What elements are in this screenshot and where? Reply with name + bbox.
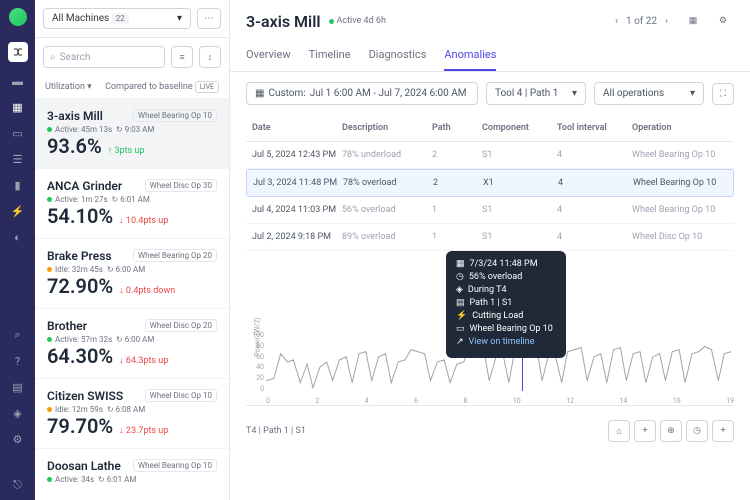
tab-timeline[interactable]: Timeline (309, 40, 351, 71)
chart-tooltip: ▦7/3/24 11:48 PM ◷56% overload ◈During T… (446, 251, 566, 358)
path-icon: ▤ (456, 298, 465, 308)
table-row[interactable]: Jul 3, 2024 11:48 PM78% overload2X14Whee… (246, 169, 734, 197)
pager: ‹ 1 of 22 › (615, 16, 668, 27)
link-icon: ↗ (456, 337, 464, 347)
nav-gear-icon[interactable]: ⚙ (11, 432, 25, 446)
nav-cube-icon[interactable]: ◈ (11, 406, 25, 420)
clock-icon: ◷ (456, 272, 464, 282)
machine-card[interactable]: Brake PressWheel Bearing Op 20 Idle: 32m… (35, 239, 229, 309)
nav-list-icon[interactable]: ☰ (11, 152, 25, 166)
machine-card[interactable]: Citizen SWISSWheel Disc Op 10 Idle: 12m … (35, 379, 229, 449)
tool-filter[interactable]: Tool 4 | Path 1▾ (486, 82, 586, 105)
shuffle-icon[interactable] (8, 42, 28, 62)
machine-card[interactable]: ANCA GrinderWheel Disc Op 30 Active: 1m … (35, 169, 229, 239)
calendar-icon: ▦ (255, 88, 264, 99)
nav-help-icon[interactable]: ? (11, 354, 25, 368)
nav-rail: ▬ ▦ ▭ ☰ ▮ ⚡ ◐ ⌕ ? ▤ ◈ ⚙ ⎋ (0, 0, 35, 500)
sort-button[interactable]: ↕ (199, 46, 221, 68)
nav-book-icon[interactable]: ▤ (11, 380, 25, 394)
tabs: Overview Timeline Diagnostics Anomalies (230, 40, 750, 72)
nav-search-icon[interactable]: ⌕ (11, 328, 25, 342)
nav-logout-icon[interactable]: ⎋ (11, 478, 25, 492)
sidebar: All Machines 22 ▾ ⋯ ⌕Search ≡ ↕ Utilizat… (35, 0, 230, 500)
clock-button[interactable]: ◷ (686, 420, 708, 442)
search-icon: ⌕ (50, 52, 56, 63)
table-row[interactable]: Jul 5, 2024 12:43 PM78% underload2S14Whe… (246, 142, 734, 169)
page-title: 3-axis Mill Active 4d 6h (246, 12, 386, 31)
view-grid-icon[interactable]: ▦ (682, 10, 704, 32)
more-button[interactable]: ⋯ (197, 8, 221, 29)
next-button[interactable]: › (665, 16, 668, 27)
chevron-down-icon: ▾ (177, 13, 182, 24)
tag-icon: ◈ (456, 285, 463, 295)
prev-button[interactable]: ‹ (615, 16, 618, 27)
add-button[interactable]: + (712, 420, 734, 442)
file-icon: ▭ (456, 324, 465, 334)
machine-card[interactable]: Doosan LatheWheel Bearing Op 10 Active: … (35, 449, 229, 500)
logo (9, 8, 27, 26)
chart-area: Power (W/2) ▦7/3/24 11:48 PM ◷56% overlo… (246, 261, 734, 406)
zoom-in-button[interactable]: + (634, 420, 656, 442)
chart-footer-label: T4 | Path 1 | S1 (246, 426, 306, 436)
main-panel: 3-axis Mill Active 4d 6h ‹ 1 of 22 › ▦ ⚙… (230, 0, 750, 500)
tab-anomalies[interactable]: Anomalies (444, 40, 496, 71)
calendar-icon: ▦ (456, 259, 465, 269)
machines-selector[interactable]: All Machines 22 ▾ (43, 8, 191, 29)
machine-card[interactable]: BrotherWheel Disc Op 20 Active: 57m 32s … (35, 309, 229, 379)
table-row[interactable]: Jul 4, 2024 11:03 PM56% overload1S14Whee… (246, 197, 734, 224)
nav-file-icon[interactable]: ▭ (11, 126, 25, 140)
expand-button[interactable]: ⛶ (712, 83, 734, 105)
tab-overview[interactable]: Overview (246, 40, 291, 71)
table-row[interactable]: Jul 2, 2024 9:18 PM89% overload1S14Wheel… (246, 224, 734, 251)
machine-card[interactable]: 3-axis MillWheel Bearing Op 10 Active: 4… (35, 99, 229, 169)
nav-bars-icon[interactable]: ▮ (11, 178, 25, 192)
ops-filter[interactable]: All operations▾ (594, 82, 704, 105)
nav-gauge-icon[interactable]: ◐ (11, 230, 25, 244)
bolt-icon: ⚡ (456, 311, 467, 321)
date-filter[interactable]: ▦ Custom: Jul 1 6:00 AM - Jul 7, 2024 6:… (246, 82, 478, 105)
zoom-out-button[interactable]: ⊕ (660, 420, 682, 442)
anomaly-table: DateDescriptionPathComponentTool interva… (230, 115, 750, 251)
machine-list: 3-axis MillWheel Bearing Op 10 Active: 4… (35, 99, 229, 500)
zoom-home-button[interactable]: ⌂ (608, 420, 630, 442)
filter-button[interactable]: ≡ (171, 46, 193, 68)
settings-icon[interactable]: ⚙ (712, 10, 734, 32)
view-timeline-link[interactable]: View on timeline (469, 337, 535, 347)
nav-bolt-icon[interactable]: ⚡ (11, 204, 25, 218)
nav-grid-icon[interactable]: ▦ (11, 100, 25, 114)
search-input[interactable]: ⌕Search (43, 46, 165, 68)
tab-diagnostics[interactable]: Diagnostics (369, 40, 427, 71)
nav-chart-icon[interactable]: ▬ (11, 74, 25, 88)
